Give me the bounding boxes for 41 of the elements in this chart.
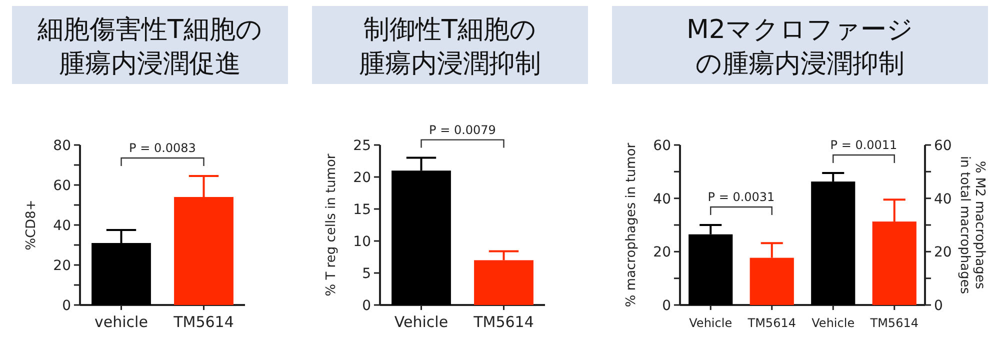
x-tick-label: TM5614	[472, 313, 534, 331]
y-tick-label: 60	[653, 138, 671, 154]
y2-axis-title: % M2 macrophages in total macrophages	[957, 156, 987, 294]
x-tick-label: vehicle	[94, 313, 148, 331]
y-tick-label: 15	[353, 202, 371, 218]
y-tick-label: 20	[353, 170, 371, 186]
y-tick-label: 20	[53, 258, 71, 274]
chart-subtitle: の腫瘍内浸潤抑制	[696, 49, 904, 79]
y-tick-label: 80	[53, 138, 71, 154]
y-axis-title: %CD8+	[24, 200, 39, 250]
y-tick-label: 25	[353, 138, 371, 154]
chart-title: 制御性T細胞の	[364, 15, 536, 45]
x-tick-label: Vehicle	[394, 313, 448, 331]
y-tick-label: 0	[62, 298, 71, 314]
y-tick-label: 20	[653, 244, 671, 261]
x-tick-label: TM5614	[869, 316, 918, 330]
y-tick-label: 10	[353, 234, 371, 250]
y-axis-title: % T reg cells in tumor	[324, 153, 339, 296]
x-tick-label: TM5614	[172, 313, 234, 331]
text: P = 0.0079	[429, 122, 496, 137]
y2-tick-label: 60	[934, 138, 952, 154]
annotation: P = 0.0011	[830, 138, 898, 152]
y-tick-label: 40	[653, 191, 671, 208]
y2-tick-label: 40	[934, 191, 952, 208]
y2-tick-label: 20	[934, 244, 952, 261]
y2-tick-label: 0	[934, 298, 943, 314]
chart-title: M2マクロファージ	[686, 15, 914, 45]
y-axis-title: % macrophages in tumor	[624, 142, 639, 308]
y-tick-label: 40	[53, 218, 71, 234]
x-tick-label: TM5614	[746, 316, 796, 330]
y-tick-label: 0	[362, 298, 371, 314]
annotation: P = 0.0083	[129, 141, 196, 155]
y-tick-label: 0	[662, 298, 671, 314]
x-tick-label: Vehicle	[689, 316, 732, 330]
annotation: P = 0.0031	[708, 190, 775, 204]
y-tick-label: 60	[53, 178, 71, 194]
y-tick-label: 5	[362, 266, 371, 282]
x-tick-label: Vehicle	[812, 316, 855, 330]
chart-title: 細胞傷害性T細胞の	[36, 15, 262, 45]
chart-subtitle: 腫瘍内浸潤促進	[59, 49, 241, 79]
chart-subtitle: 腫瘍内浸潤抑制	[359, 49, 541, 79]
